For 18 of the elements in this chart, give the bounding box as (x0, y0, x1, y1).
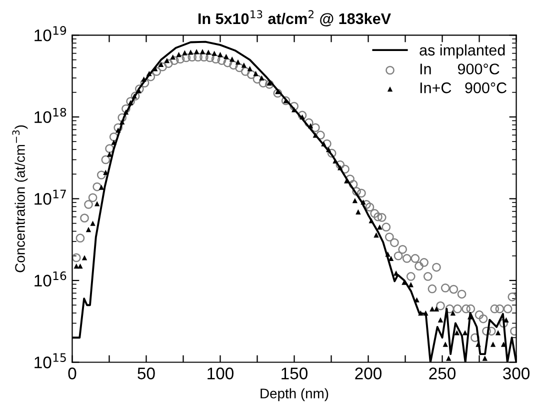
y-tick-label: 10$^{17}$ (34, 190, 66, 205)
x-tick-label: 100 (208, 368, 234, 380)
x-tick-label: 250 (429, 368, 456, 380)
x-tick-label: 0 (68, 368, 76, 380)
legend-label: In 900°C (420, 64, 500, 74)
legend-label: as implanted (420, 44, 505, 59)
x-tick-label: 50 (138, 368, 155, 380)
x-axis-title: Depth (nm) (260, 388, 328, 402)
y-tick-label: 10$^{18}$ (34, 108, 66, 124)
x-tick-label: 200 (355, 368, 382, 380)
y-tick-label: 10$^{16}$ (34, 271, 66, 287)
x-tick-label: 150 (282, 368, 308, 380)
chart-title: In 5x10$^{13}$ at/cm$^{2}$ @ 183keV (198, 10, 391, 26)
y-tick-label: 10$^{19}$ (34, 26, 66, 42)
x-tick-label: 300 (503, 368, 530, 380)
y-tick-label: 10$^{15}$ (34, 353, 66, 368)
legend-label: In+C 900°C (420, 82, 507, 94)
y-axis-title: Concentration (at/cm$^{−3}$) (12, 125, 28, 272)
